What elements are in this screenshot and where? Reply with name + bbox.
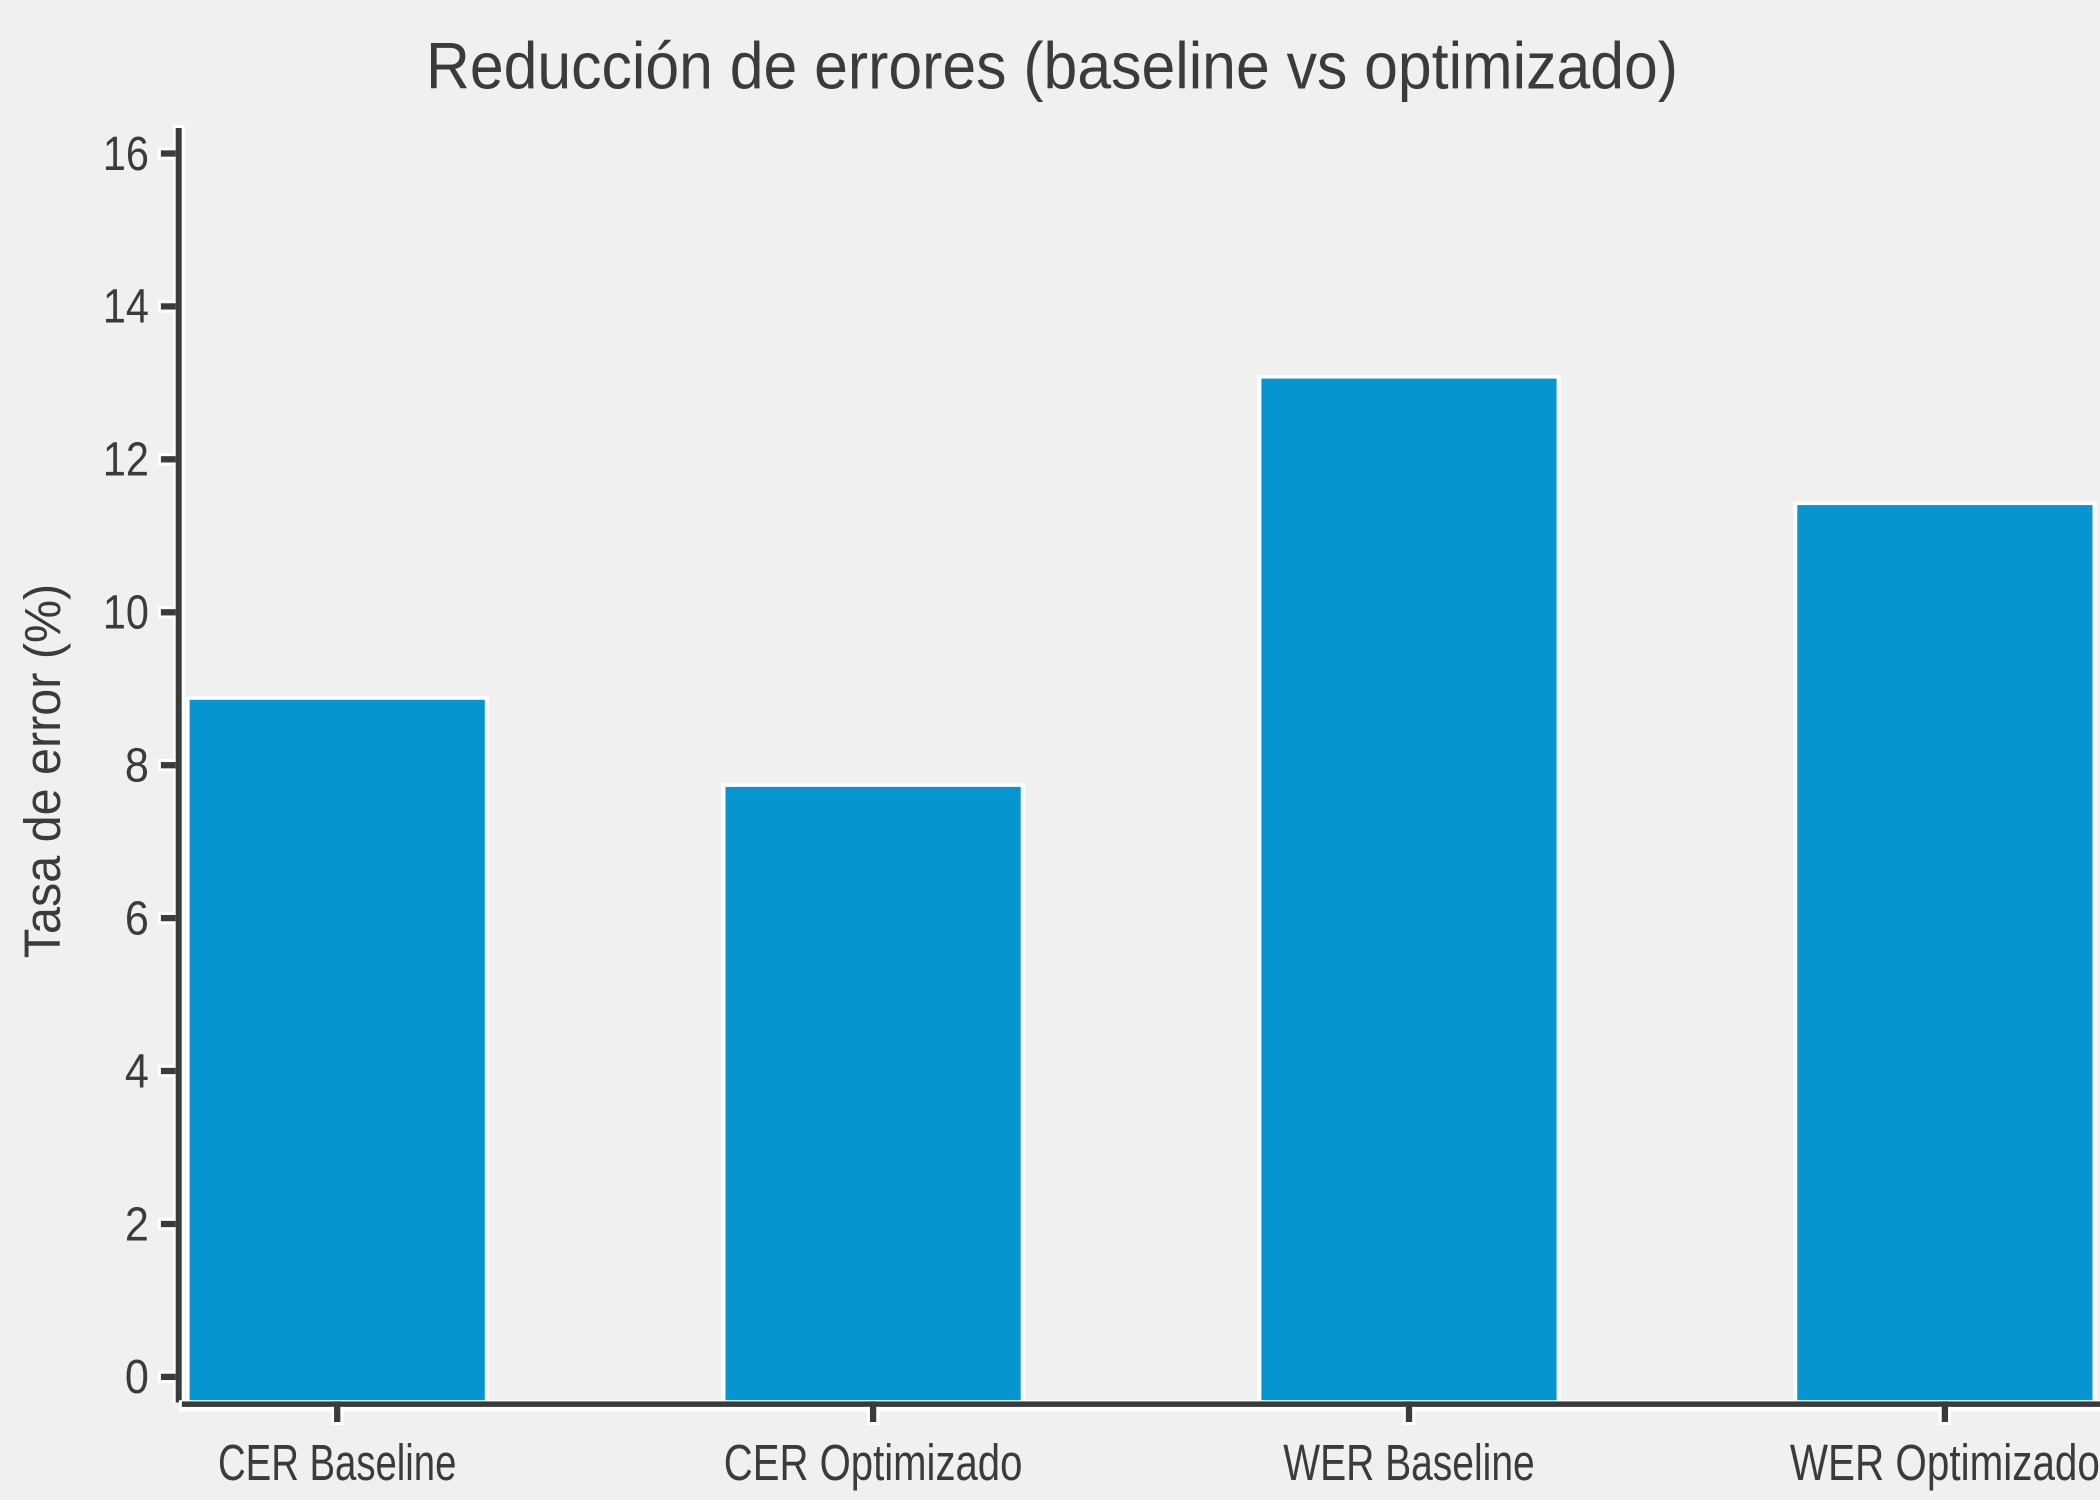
svg-text:8: 8 xyxy=(125,740,149,793)
svg-text:14: 14 xyxy=(103,281,149,334)
svg-text:12: 12 xyxy=(103,434,149,487)
svg-text:Tasa de error (%): Tasa de error (%) xyxy=(14,584,71,958)
svg-text:4: 4 xyxy=(125,1045,149,1098)
svg-text:10: 10 xyxy=(103,587,149,640)
svg-text:WER Baseline: WER Baseline xyxy=(1283,1434,1534,1491)
svg-text:6: 6 xyxy=(125,892,149,945)
svg-text:0: 0 xyxy=(125,1351,149,1404)
svg-text:CER Optimizado: CER Optimizado xyxy=(724,1434,1023,1491)
svg-text:Reducción de errores (baseline: Reducción de errores (baseline vs optimi… xyxy=(426,30,1678,103)
svg-text:WER Optimizado: WER Optimizado xyxy=(1790,1434,2100,1491)
svg-text:CER Baseline: CER Baseline xyxy=(218,1434,456,1491)
svg-text:16: 16 xyxy=(103,128,149,181)
svg-text:2: 2 xyxy=(125,1198,149,1251)
